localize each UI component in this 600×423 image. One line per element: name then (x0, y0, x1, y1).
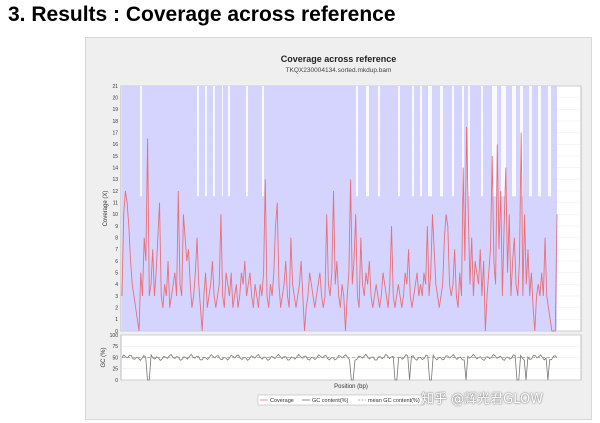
coverage-fill-gap (462, 86, 464, 197)
coverage-fill-gap (538, 86, 541, 197)
gc-y-tick-label: 25 (112, 367, 118, 373)
coverage-y-tick-label: 11 (113, 200, 118, 206)
coverage-y-tick-label: 1 (115, 317, 118, 323)
chart-title: Coverage across reference (280, 54, 397, 64)
coverage-fill-gap (468, 86, 470, 197)
coverage-fill-gap (140, 86, 142, 197)
gc-y-tick-label: 100 (110, 333, 119, 339)
coverage-y-tick-label: 21 (112, 84, 118, 90)
coverage-y-tick-label: 15 (112, 154, 118, 160)
coverage-y-tick-label: 4 (115, 282, 118, 288)
coverage-y-tick-label: 3 (115, 294, 118, 300)
coverage-fill-gap (501, 86, 506, 197)
gc-content-line (121, 353, 558, 381)
chart-subtitle: TKQX230004134.sorted.mkdup.bam (285, 67, 392, 74)
gc-y-tick-label: 0 (115, 378, 118, 384)
coverage-y-tick-label: 5 (115, 270, 118, 276)
coverage-fill-gap (366, 86, 369, 197)
coverage-max-fill (122, 86, 557, 331)
coverage-fill-gap (452, 86, 454, 197)
page-heading: 3. Results : Coverage across reference (8, 3, 396, 26)
gc-y-tick-label: 50 (112, 355, 118, 361)
coverage-y-tick-label: 12 (112, 189, 118, 195)
coverage-y-tick-label: 7 (115, 247, 118, 253)
coverage-fill-gap (398, 86, 400, 197)
coverage-y-tick-label: 17 (112, 130, 118, 136)
coverage-series-line (121, 126, 558, 332)
coverage-fill-gap (262, 86, 264, 197)
coverage-fill-gap (222, 86, 223, 197)
coverage-y-tick-label: 20 (112, 95, 118, 101)
coverage-fill-gap (205, 86, 207, 197)
coverage-fill-gap (197, 86, 199, 197)
coverage-fill-gap (428, 86, 432, 197)
coverage-fill-gap (481, 86, 483, 197)
legend-box (257, 394, 425, 406)
coverage-fill-gap (492, 86, 497, 197)
coverage-fill-gap (420, 86, 422, 197)
coverage-fill-gap (356, 86, 358, 197)
coverage-y-tick-label: 16 (112, 142, 118, 148)
coverage-y-tick-label: 14 (112, 165, 118, 171)
coverage-y-tick-label: 18 (112, 119, 118, 125)
coverage-y-tick-label: 19 (112, 107, 118, 113)
coverage-y-tick-label: 2 (115, 305, 118, 311)
coverage-y-tick-label: 0 (115, 329, 118, 335)
coverage-fill-gap (512, 86, 516, 197)
coverage-y-tick-label: 9 (115, 224, 118, 230)
coverage-fill-gap (246, 86, 248, 197)
coverage-fill-gap (412, 86, 414, 197)
coverage-y-tick-label: 10 (112, 212, 118, 218)
gc-y-tick-label: 75 (112, 344, 118, 350)
x-axis-label: Position (bp) (334, 384, 368, 390)
legend-label: GC content(%) (312, 398, 349, 404)
legend-label: Coverage (270, 398, 294, 404)
coverage-y-axis-label: Coverage (X) (103, 191, 109, 227)
coverage-fill-gap (548, 86, 551, 197)
coverage-y-tick-label: 13 (112, 177, 118, 183)
coverage-fill-gap (213, 86, 215, 197)
coverage-fill-gap (378, 86, 380, 197)
watermark-text: 知乎 @辉光君GLOW (421, 392, 544, 407)
coverage-fill-gap (529, 86, 532, 197)
coverage-fill-gap (440, 86, 443, 197)
gc-y-axis-label: GC (%) (101, 348, 107, 368)
coverage-y-tick-label: 8 (115, 235, 118, 241)
coverage-y-tick-label: 6 (115, 259, 118, 265)
coverage-fill-gap (228, 86, 230, 197)
legend-label: mean GC content(%) (368, 398, 420, 404)
